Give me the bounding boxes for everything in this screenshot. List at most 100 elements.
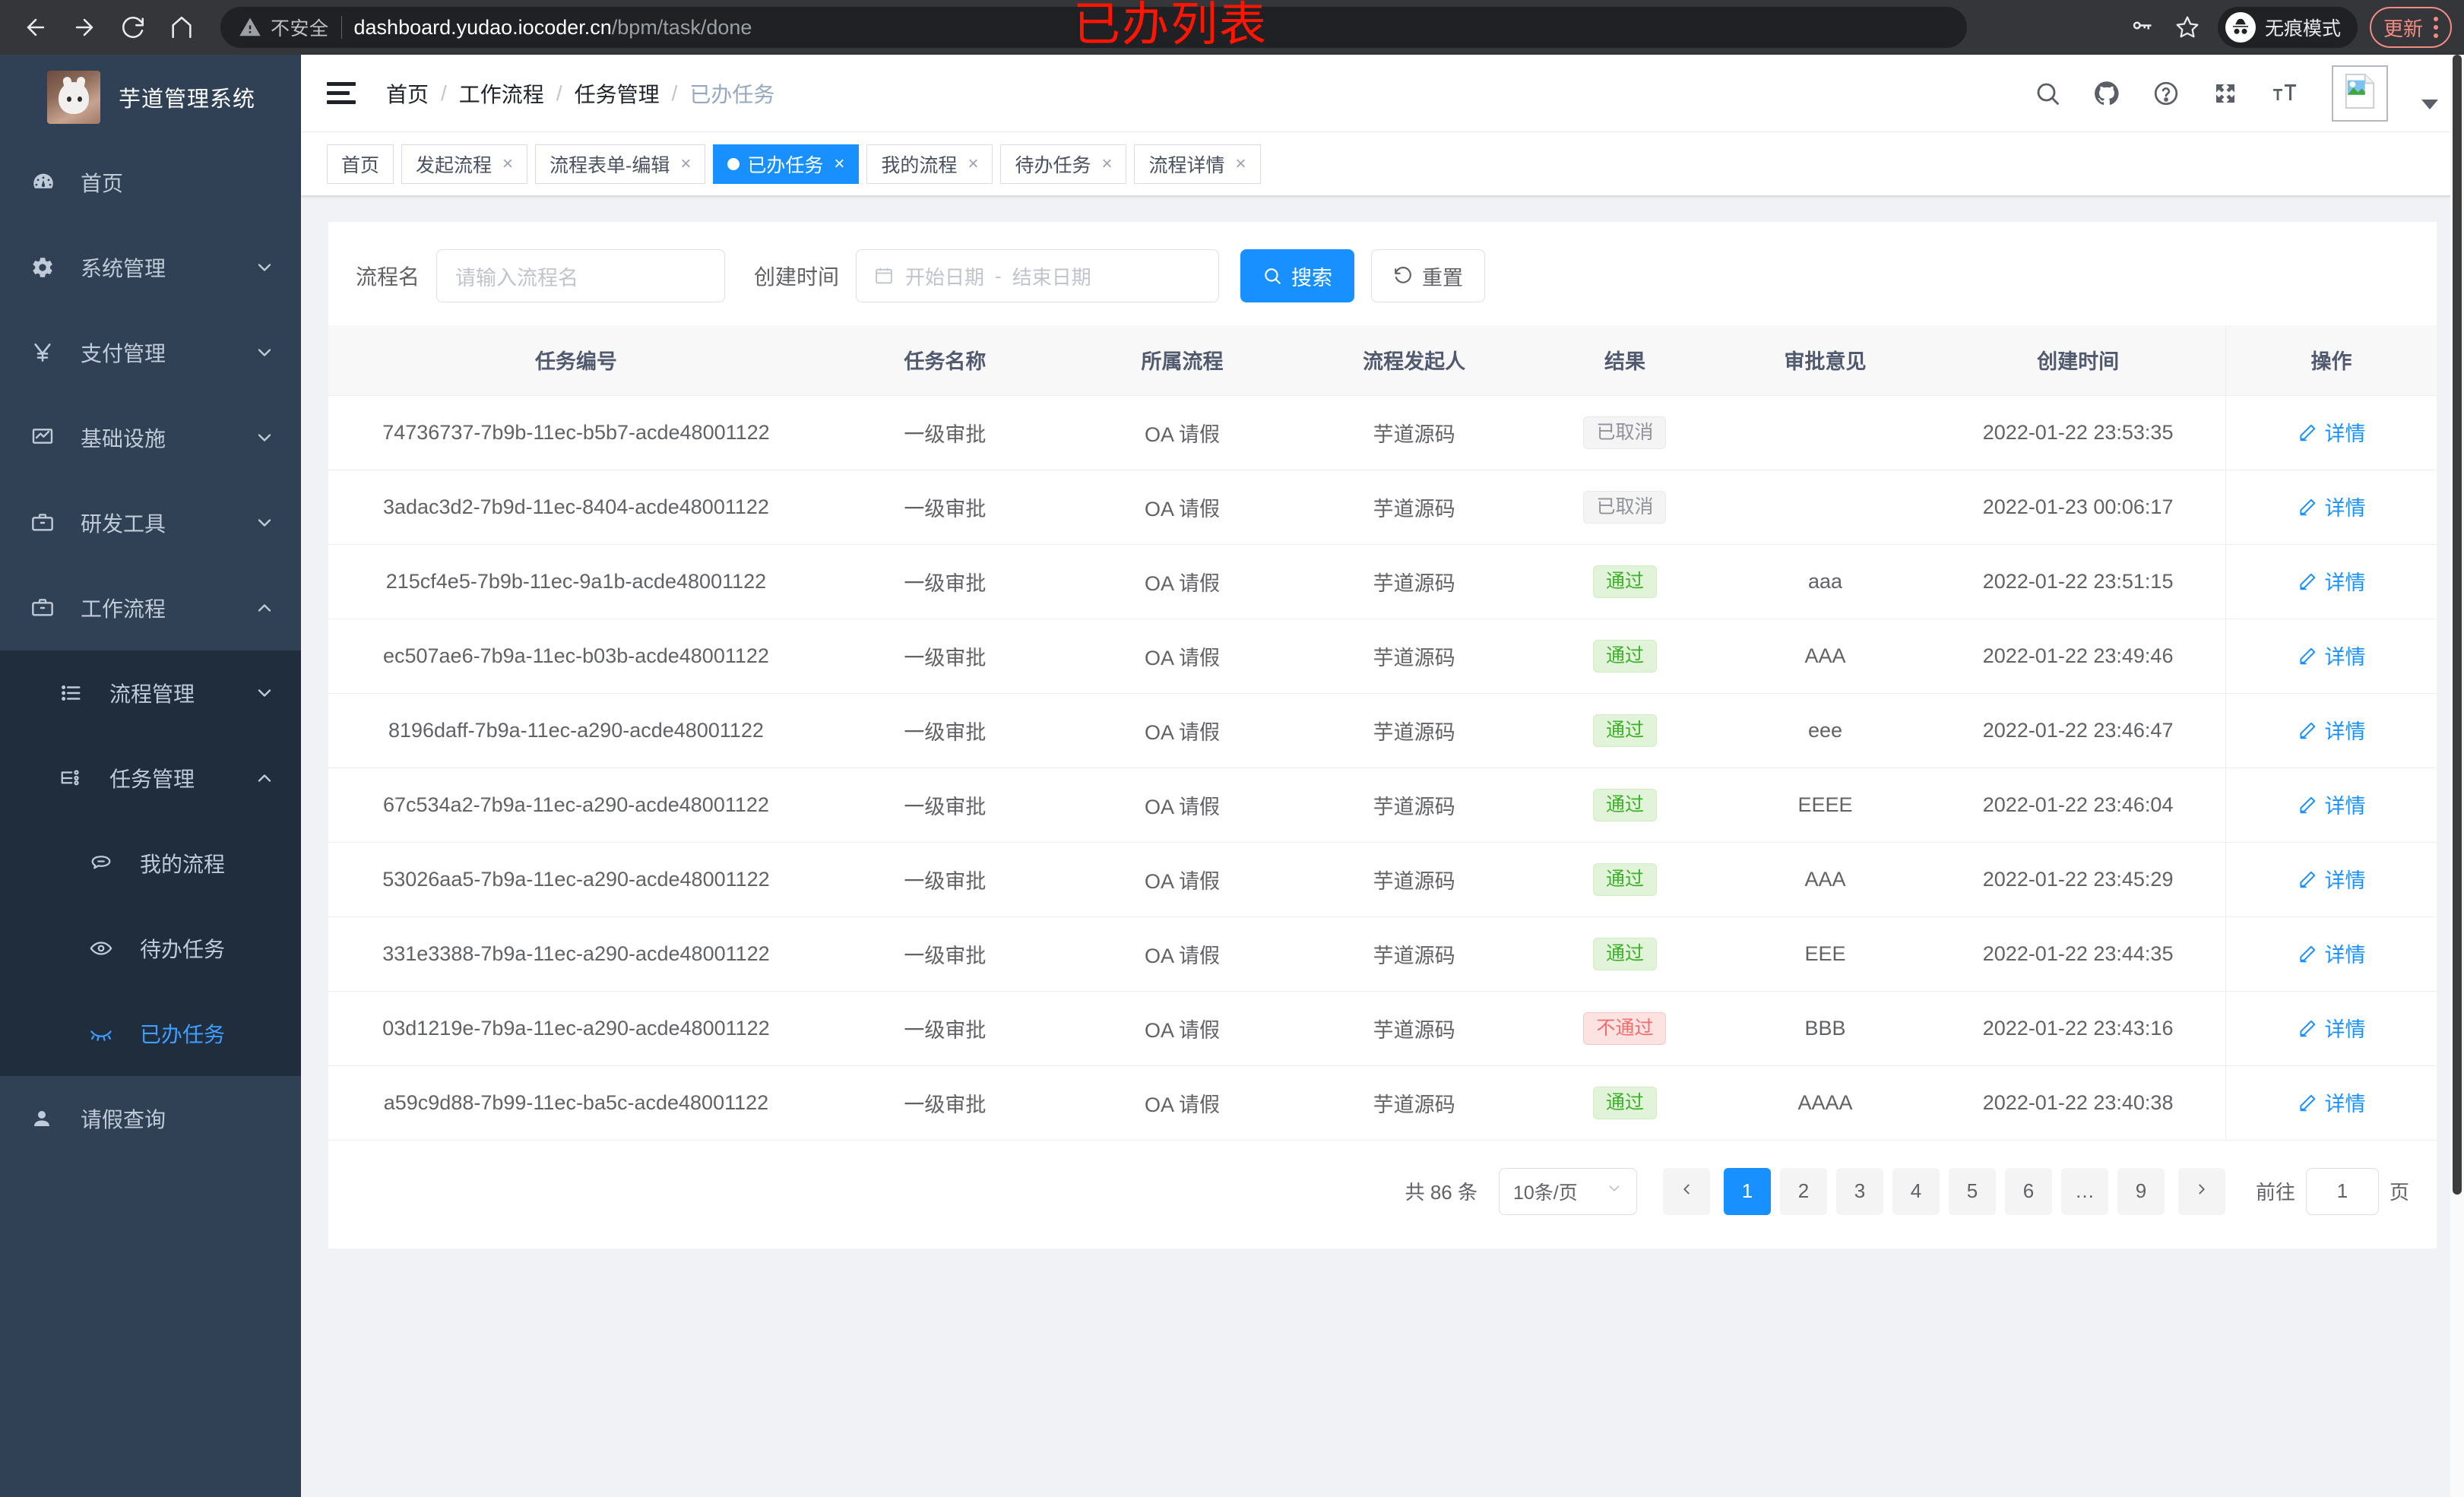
create-time-range-picker[interactable]: 开始日期 - 结束日期 <box>856 249 1220 302</box>
page-button-3[interactable]: 3 <box>1835 1167 1883 1215</box>
github-icon[interactable] <box>2090 77 2124 110</box>
sidebar-item-workflow[interactable]: 工作流程 <box>0 565 301 650</box>
sidebar-item-infrastructure[interactable]: 基础设施 <box>0 395 301 480</box>
cell-starter: 芋道源码 <box>1298 470 1531 545</box>
process-name-label: 流程名 <box>356 265 420 289</box>
cell-created-time: 2022-01-22 23:40:38 <box>1930 1065 2226 1141</box>
fullscreen-icon[interactable] <box>2209 77 2242 110</box>
star-icon[interactable] <box>2166 6 2209 49</box>
close-icon[interactable]: × <box>968 153 979 174</box>
reset-button[interactable]: 重置 <box>1371 249 1486 302</box>
sidebar-item-todo-task[interactable]: 待办任务 <box>0 906 301 991</box>
kebab-menu-icon[interactable] <box>2434 17 2438 38</box>
page-button-5[interactable]: 5 <box>1948 1167 1996 1215</box>
close-icon[interactable]: × <box>1235 153 1246 174</box>
sidebar-item-leave-query[interactable]: 请假查询 <box>0 1076 301 1161</box>
detail-button[interactable]: 详情 <box>2298 1087 2366 1117</box>
sidebar-item-task-management[interactable]: 任务管理 <box>0 736 301 821</box>
detail-button[interactable]: 详情 <box>2298 417 2366 447</box>
detail-button[interactable]: 详情 <box>2298 715 2366 745</box>
process-name-input[interactable]: 请输入流程名 <box>436 249 726 302</box>
cell-created-time: 2022-01-22 23:53:35 <box>1930 395 2226 470</box>
back-arrow-icon[interactable] <box>14 5 58 49</box>
main-panel: 首页 / 工作流程 / 任务管理 / 已办任务 <box>301 55 2464 1497</box>
cell-created-time: 2022-01-23 00:06:17 <box>1930 470 2226 545</box>
status-badge: 已取消 <box>1583 416 1667 449</box>
tab-todo-task[interactable]: 待办任务 × <box>1000 144 1127 184</box>
cell-operation: 详情 <box>2225 842 2437 917</box>
breadcrumb-item-2[interactable]: 任务管理 <box>574 82 660 106</box>
reload-icon[interactable] <box>111 5 155 49</box>
tab-home[interactable]: 首页 <box>327 144 394 184</box>
page-ellipsis[interactable]: … <box>2060 1167 2108 1215</box>
sidebar-item-payment-management[interactable]: 支付管理 <box>0 310 301 395</box>
page-button-1[interactable]: 1 <box>1723 1167 1771 1215</box>
page-size-select[interactable]: 10条/页 <box>1498 1167 1637 1215</box>
cell-process: OA 请假 <box>1066 619 1299 694</box>
detail-button[interactable]: 详情 <box>2298 1013 2366 1043</box>
font-size-icon[interactable] <box>2268 77 2301 110</box>
page-button-9[interactable]: 9 <box>2117 1167 2165 1215</box>
page-button-2[interactable]: 2 <box>1779 1167 1827 1215</box>
cell-process: OA 请假 <box>1066 395 1299 470</box>
hamburger-icon[interactable] <box>327 77 360 110</box>
cell-task-id: 8196daff-7b9a-11ec-a290-acde48001122 <box>328 693 824 768</box>
sidebar-logo[interactable]: 芋道管理系统 <box>0 55 301 140</box>
tab-start-process[interactable]: 发起流程 × <box>401 144 528 184</box>
sidebar-item-process-management[interactable]: 流程管理 <box>0 650 301 736</box>
insecure-warning-icon <box>239 16 261 39</box>
address-bar[interactable]: 不安全 dashboard.yudao.iocoder.cn/bpm/task/… <box>220 7 1967 48</box>
close-icon[interactable]: × <box>1101 153 1113 174</box>
goto-page-input[interactable]: 1 <box>2305 1167 2379 1215</box>
page-button-4[interactable]: 4 <box>1892 1167 1940 1215</box>
detail-button[interactable]: 详情 <box>2298 864 2366 894</box>
sidebar-item-system-management[interactable]: 系统管理 <box>0 225 301 310</box>
sidebar-item-home[interactable]: 首页 <box>0 140 301 225</box>
tab-done-task[interactable]: 已办任务 × <box>713 144 860 184</box>
page-scrollbar[interactable] <box>2450 55 2464 1497</box>
close-icon[interactable]: × <box>502 153 514 174</box>
close-icon[interactable]: × <box>680 153 692 174</box>
next-page-button[interactable] <box>2177 1167 2225 1215</box>
breadcrumb-item-0[interactable]: 首页 <box>386 82 429 106</box>
cell-process: OA 请假 <box>1066 544 1299 619</box>
sidebar-item-label: 支付管理 <box>81 342 166 366</box>
prev-page-button[interactable] <box>1662 1167 1710 1215</box>
search-icon[interactable] <box>2031 77 2064 110</box>
tab-my-process[interactable]: 我的流程 × <box>866 144 993 184</box>
cell-operation: 详情 <box>2225 693 2437 768</box>
close-icon[interactable]: × <box>834 153 845 174</box>
avatar[interactable] <box>2332 65 2388 122</box>
chevron-down-icon <box>254 342 275 363</box>
page-button-6[interactable]: 6 <box>2004 1167 2052 1215</box>
cell-result: 通过 <box>1530 693 1720 768</box>
forward-arrow-icon[interactable] <box>62 5 106 49</box>
detail-button[interactable]: 详情 <box>2298 566 2366 596</box>
detail-button[interactable]: 详情 <box>2298 641 2366 670</box>
detail-button[interactable]: 详情 <box>2298 938 2366 968</box>
chevron-down-icon <box>254 682 275 704</box>
content-wrapper: 流程名 请输入流程名 创建时间 开始日期 - 结束日期 <box>301 196 2464 1249</box>
detail-button[interactable]: 详情 <box>2298 790 2366 819</box>
cell-starter: 芋道源码 <box>1298 395 1531 470</box>
breadcrumb-item-1[interactable]: 工作流程 <box>458 82 544 106</box>
sidebar-item-my-process[interactable]: 我的流程 <box>0 821 301 906</box>
cell-task-name: 一级审批 <box>823 767 1066 843</box>
detail-button[interactable]: 详情 <box>2298 492 2366 521</box>
cell-task-id: 3adac3d2-7b9d-11ec-8404-acde48001122 <box>328 470 824 545</box>
cell-task-id: a59c9d88-7b99-11ec-ba5c-acde48001122 <box>328 1065 824 1141</box>
search-button[interactable]: 搜索 <box>1240 249 1355 302</box>
incognito-indicator[interactable]: 无痕模式 <box>2217 7 2358 48</box>
help-circle-icon[interactable] <box>2149 77 2183 110</box>
scrollbar-thumb[interactable] <box>2453 55 2462 1195</box>
tab-process-detail[interactable]: 流程详情 × <box>1134 144 1261 184</box>
key-icon[interactable] <box>2120 6 2163 49</box>
sidebar-item-done-task[interactable]: 已办任务 <box>0 991 301 1076</box>
sidebar-item-dev-tools[interactable]: 研发工具 <box>0 480 301 565</box>
cell-opinion: AAA <box>1719 842 1931 917</box>
tab-process-form-edit[interactable]: 流程表单-编辑 × <box>535 144 706 184</box>
home-icon[interactable] <box>160 5 204 49</box>
update-button[interactable]: 更新 <box>2369 7 2452 48</box>
chevron-down-icon[interactable] <box>2421 100 2438 109</box>
tab-active-dot <box>727 157 740 170</box>
